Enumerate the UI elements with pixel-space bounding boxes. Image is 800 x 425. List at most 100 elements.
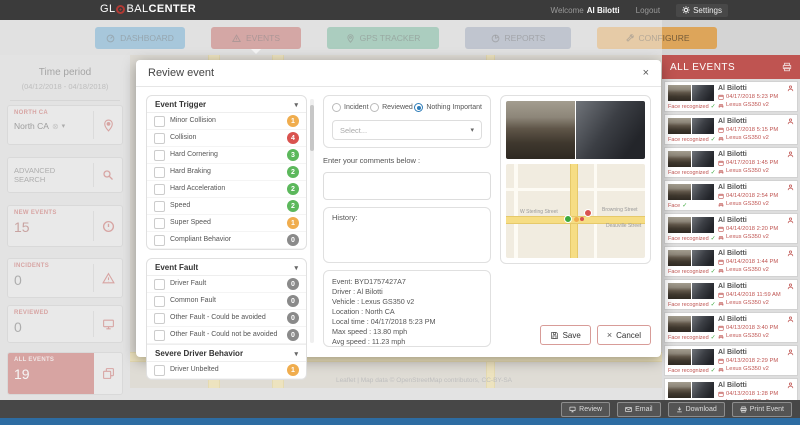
download-button[interactable]: Download — [667, 401, 725, 417]
checklist-item[interactable]: Super Speed 1 — [147, 215, 306, 232]
scrollbar-thumb[interactable] — [310, 105, 314, 151]
checkbox[interactable] — [154, 312, 165, 324]
event-detail-line: Avg speed : 11.23 mph — [332, 337, 406, 346]
event-list-item[interactable]: Face recognized ✓ Al Bilotti 04/14/2018 1… — [664, 246, 798, 277]
event-trigger-header[interactable]: Event Trigger ▾ — [147, 96, 306, 113]
checkbox[interactable] — [154, 278, 165, 290]
event-marker[interactable] — [584, 209, 592, 217]
radio-icon[interactable] — [332, 103, 341, 112]
event-list-item[interactable]: Face recognized ✓ Al Bilotti 04/17/2018 5… — [664, 114, 798, 145]
status-radio[interactable]: Nothing Important — [414, 103, 482, 112]
checklist-item[interactable]: Other Fault - Could be avoided 0 — [147, 310, 306, 327]
event-video-thumbnail[interactable] — [506, 101, 645, 159]
car-icon — [718, 368, 724, 372]
logo-text: GL — [100, 3, 116, 15]
start-marker[interactable] — [564, 215, 572, 223]
status-radio[interactable]: Incident — [332, 103, 369, 112]
print-event-button[interactable]: Print Event — [731, 401, 792, 417]
person-icon — [787, 250, 794, 257]
count-badge: 1 — [287, 217, 299, 229]
status-radio[interactable]: Reviewed — [370, 103, 413, 112]
event-date: 04/17/2018 1:45 PM — [718, 160, 778, 166]
person-icon — [787, 151, 794, 158]
car-icon — [718, 104, 724, 108]
car-icon — [718, 236, 724, 240]
person-icon — [787, 217, 794, 224]
count-badge: 0 — [287, 234, 299, 246]
checkbox[interactable] — [154, 115, 165, 127]
event-list-item[interactable]: Face recognized✓ Al Bilotti 04/13/2018 1… — [664, 378, 798, 400]
checklist-item[interactable]: Collision 4 — [147, 130, 306, 147]
checklist-item[interactable]: Hard Cornering 3 — [147, 147, 306, 164]
settings-button[interactable]: Settings — [676, 3, 728, 17]
modal-actions: Save × Cancel — [500, 325, 651, 347]
severe-behavior-header[interactable]: Severe Driver Behavior ▾ — [147, 344, 306, 362]
checkbox[interactable] — [154, 234, 165, 246]
checkbox[interactable] — [154, 329, 165, 341]
driver-name: Al Bilotti — [718, 151, 747, 158]
event-list-item[interactable]: Face recognized ✓ Al Bilotti 04/13/2018 2… — [664, 345, 798, 376]
event-date: 04/14/2018 11:59 AM — [718, 292, 781, 298]
checklist-item[interactable]: Hard Acceleration 2 — [147, 181, 306, 198]
comments-textarea[interactable] — [323, 172, 491, 200]
caret-down-icon: ▾ — [294, 101, 298, 109]
check-icon: ✓ — [710, 302, 716, 308]
checkbox[interactable] — [154, 132, 165, 144]
radio-icon[interactable] — [414, 103, 424, 112]
save-button[interactable]: Save — [539, 325, 591, 345]
driver-name: Al Bilotti — [718, 118, 747, 125]
checklist-item[interactable]: Driver Fault 0 — [147, 276, 306, 293]
event-dot — [580, 217, 584, 221]
event-list-item[interactable]: Face recognized ✓ Al Bilotti 04/17/2018 1… — [664, 147, 798, 178]
welcome-text: Welcome Al Bilotti — [550, 5, 620, 15]
checkbox[interactable] — [154, 217, 165, 229]
status-radio-group: Incident Reviewed Nothing Important — [332, 103, 482, 112]
checklist-item[interactable]: Compliant Behavior 0 — [147, 232, 306, 249]
radio-icon[interactable] — [370, 103, 380, 112]
check-icon: ✓ — [710, 335, 716, 341]
close-icon[interactable]: × — [642, 66, 649, 79]
checklist-item[interactable]: Minor Collision 1 — [147, 113, 306, 130]
driver-name: Al Bilotti — [718, 283, 747, 290]
printer-icon[interactable] — [782, 62, 792, 72]
face-status: Face recognized ✓ — [668, 169, 716, 177]
modal-title: Review event — [148, 67, 215, 79]
car-icon — [718, 203, 724, 207]
reason-select[interactable]: Select... ▾ — [332, 120, 482, 140]
count-badge: 0 — [287, 295, 299, 307]
driver-name: Al Bilotti — [718, 184, 747, 191]
logout-link[interactable]: Logout — [635, 5, 661, 15]
event-list-item[interactable]: Face ✓ Al Bilotti 04/14/2018 2:54 PM Lexu… — [664, 180, 798, 211]
checklist-item[interactable]: Common Fault 0 — [147, 293, 306, 310]
checklist-item[interactable]: Hard Braking 2 — [147, 164, 306, 181]
checklist-item[interactable]: Other Fault - Could not be avoided 0 — [147, 327, 306, 344]
event-fault-header[interactable]: Event Fault ▾ — [147, 259, 306, 276]
checkbox[interactable] — [154, 149, 165, 161]
checkbox[interactable] — [154, 295, 165, 307]
checkbox[interactable] — [154, 200, 165, 212]
event-list-item[interactable]: Face recognized ✓ Al Bilotti 04/13/2018 3… — [664, 312, 798, 343]
event-thumbnail — [668, 283, 714, 299]
cancel-button[interactable]: × Cancel — [596, 325, 651, 345]
event-list-item[interactable]: Face recognized ✓ Al Bilotti 04/17/2018 5… — [664, 81, 798, 112]
checklist-item[interactable]: Driver Unbelted 1 — [147, 362, 306, 379]
checklist-item[interactable]: Speed 2 — [147, 198, 306, 215]
event-list-item[interactable]: Face recognized ✓ Al Bilotti 04/14/2018 2… — [664, 213, 798, 244]
event-dot — [574, 217, 579, 222]
review-button[interactable]: Review — [561, 401, 611, 417]
event-detail-line: Local time : 04/17/2018 5:23 PM — [332, 317, 436, 326]
checkbox[interactable] — [154, 364, 165, 376]
event-list-item[interactable]: Face recognized ✓ Al Bilotti 04/14/2018 1… — [664, 279, 798, 310]
checkbox[interactable] — [154, 166, 165, 178]
event-vehicle: Lexus GS350 v2 — [718, 168, 769, 174]
scrollbar-track[interactable] — [310, 99, 314, 343]
face-status: Face recognized ✓ — [668, 367, 716, 375]
event-location-map[interactable]: W Sterling Street Browning Street Deauvi… — [506, 164, 645, 258]
event-thumbnail — [668, 184, 714, 200]
email-button[interactable]: Email — [617, 401, 661, 417]
event-detail-line: Vehicle : Lexus GS350 v2 — [332, 297, 415, 306]
checkbox[interactable] — [154, 183, 165, 195]
calendar-icon — [718, 226, 724, 232]
count-badge: 1 — [287, 364, 299, 376]
event-vehicle: Lexus GS350 v2 — [718, 267, 769, 273]
